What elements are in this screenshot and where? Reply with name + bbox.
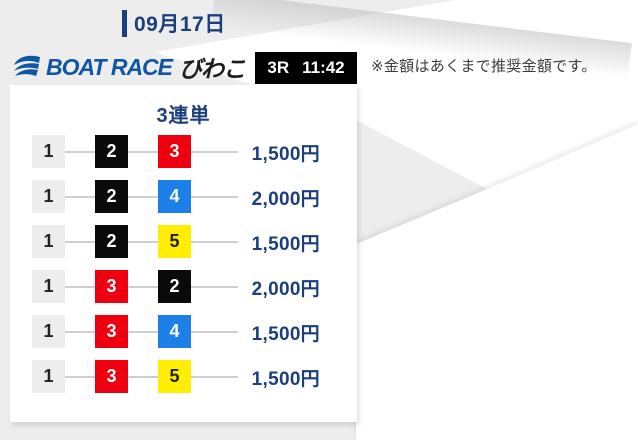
lane-number-chip: 2 — [158, 270, 191, 303]
bet-amount: 2,000円 — [251, 278, 320, 300]
boatrace-logo[interactable]: BOAT RACE びわこ — [12, 50, 246, 84]
bet-rows: 1 2 3 1,500円 1 2 4 2,000円 1 2 5 1,500円 1… — [10, 133, 357, 403]
connector-line — [48, 196, 238, 198]
bet-amount: 2,000円 — [251, 188, 320, 210]
connector-line — [48, 331, 238, 333]
lane-number-chip: 1 — [32, 225, 65, 258]
bet-row: 1 3 2 2,000円 — [10, 268, 357, 306]
connector-line — [48, 241, 238, 243]
lane-number-chip: 5 — [158, 225, 191, 258]
race-time: 11:42 — [302, 58, 345, 77]
lane-number-chip: 1 — [32, 135, 65, 168]
bet-amount: 1,500円 — [251, 323, 320, 345]
bet-row: 1 3 5 1,500円 — [10, 358, 357, 396]
bet-row: 1 2 5 1,500円 — [10, 223, 357, 261]
date-header: 09月17日 — [122, 8, 226, 38]
logo-brand-text: BOAT RACE — [46, 53, 173, 80]
lane-number-chip: 3 — [95, 315, 128, 348]
bet-row: 1 2 3 1,500円 — [10, 133, 357, 171]
date-text: 09月17日 — [134, 13, 226, 36]
lane-number-chip: 1 — [32, 180, 65, 213]
lane-number-chip: 4 — [158, 315, 191, 348]
lane-number-chip: 3 — [95, 360, 128, 393]
lane-number-chip: 2 — [95, 225, 128, 258]
race-number: 3R — [267, 58, 290, 77]
race-time-box: 3R 11:42 — [255, 52, 357, 84]
lane-number-chip: 2 — [95, 135, 128, 168]
connector-line — [48, 376, 238, 378]
bet-amount: 1,500円 — [251, 233, 320, 255]
disclaimer-text: ※金額はあくまで推奨金額です。 — [371, 58, 597, 75]
date-accent-bar — [122, 9, 127, 37]
bet-card: 3連単 1 2 3 1,500円 1 2 4 2,000円 1 2 5 1,50… — [10, 85, 357, 422]
lane-number-chip: 1 — [32, 360, 65, 393]
bet-amount: 1,500円 — [251, 368, 320, 390]
logo-venue-text: びわこ — [179, 56, 246, 82]
lane-number-chip: 1 — [32, 315, 65, 348]
lane-number-chip: 1 — [32, 270, 65, 303]
connector-line — [48, 286, 238, 288]
lane-number-chip: 3 — [95, 270, 128, 303]
connector-line — [48, 151, 238, 153]
bet-row: 1 3 4 1,500円 — [10, 313, 357, 351]
bet-row: 1 2 4 2,000円 — [10, 178, 357, 216]
boatrace-wave-icon — [14, 55, 40, 76]
bet-type-title: 3連単 — [156, 105, 211, 127]
lane-number-chip: 2 — [95, 180, 128, 213]
bet-amount: 1,500円 — [251, 143, 320, 165]
lane-number-chip: 3 — [158, 135, 191, 168]
lane-number-chip: 4 — [158, 180, 191, 213]
lane-number-chip: 5 — [158, 360, 191, 393]
